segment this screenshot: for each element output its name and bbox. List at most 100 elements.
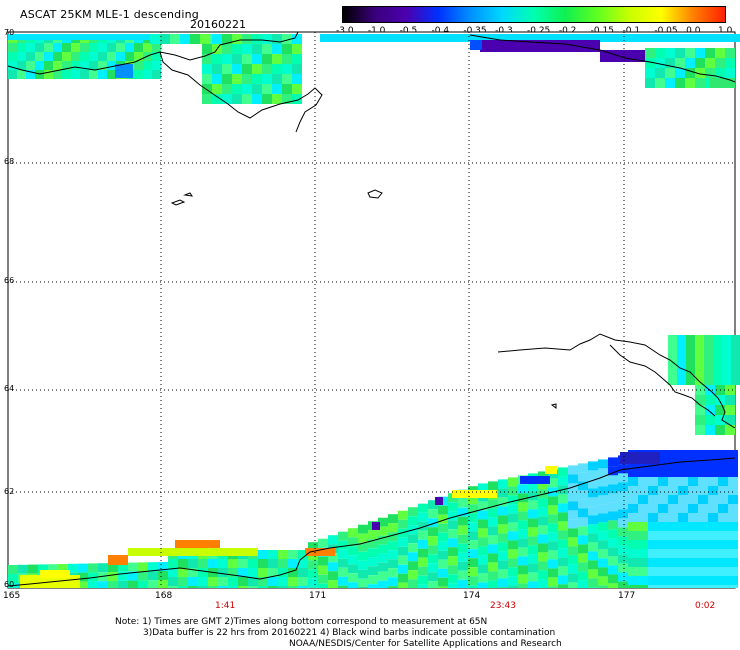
- swath-cell: [248, 577, 258, 586]
- lon-label-174: 174: [463, 591, 481, 601]
- swath-cell: [438, 550, 448, 560]
- swath-cell: [278, 550, 288, 559]
- swath-cell: [298, 568, 308, 577]
- swath-cell: [438, 523, 448, 533]
- swath-cell: [538, 471, 548, 481]
- swath-cell: [348, 537, 358, 547]
- swath-cell: [428, 509, 438, 519]
- swath-cell: [695, 425, 705, 435]
- swath-cell: [668, 567, 678, 576]
- swath-cell: [698, 504, 708, 513]
- swath-cell: [143, 70, 152, 79]
- swath-cell: [288, 559, 298, 568]
- swath-cell: [418, 521, 428, 531]
- swath-cell: [232, 84, 242, 94]
- footer-note-line1: Note: 1) Times are GMT 2)Times along bot…: [115, 617, 488, 627]
- swath-cell: [598, 468, 608, 478]
- swath-cell: [698, 495, 708, 504]
- swath-cell: [222, 74, 232, 84]
- swath-cell: [578, 526, 588, 536]
- swath-cell: [242, 54, 252, 64]
- swath-cell: [398, 519, 408, 529]
- swath-cell: [338, 558, 348, 568]
- swath-cell: [558, 584, 568, 588]
- swath-cell: [685, 48, 695, 58]
- swath-cell: [688, 486, 698, 495]
- swath-cell: [731, 365, 740, 375]
- footer-note-line2: 3)Data buffer is 22 hrs from 20160221 4)…: [143, 628, 556, 638]
- swath-cell: [134, 34, 143, 40]
- swath-cell: [718, 513, 728, 522]
- swath-cell: [152, 61, 161, 70]
- swath-cell: [188, 586, 198, 588]
- swath-cell: [368, 557, 378, 567]
- swath-cell: [518, 583, 528, 588]
- swath-cell: [308, 560, 318, 570]
- swath-cell: [668, 355, 677, 365]
- swath-cell: [538, 480, 548, 490]
- swath-cell: [318, 565, 328, 575]
- swath-cell: [548, 478, 558, 488]
- swath-cell: [222, 64, 232, 74]
- swath-cell: [458, 498, 468, 508]
- swath-cell: [722, 335, 731, 345]
- swath-cell: [628, 504, 638, 513]
- swath-cell: [448, 574, 458, 584]
- swath-cell: [428, 572, 438, 582]
- swath-cell: [678, 450, 688, 459]
- lat-label-70: 70: [4, 28, 15, 37]
- swath-cell: [708, 486, 718, 495]
- swath-cell: [26, 52, 35, 61]
- swath-cell: [268, 577, 278, 586]
- swath-cell: [708, 522, 718, 531]
- swath-cell: [458, 507, 468, 517]
- swath-cell: [348, 528, 358, 538]
- swath-cell: [715, 395, 725, 405]
- swath-cell: [608, 466, 618, 476]
- swath-cell: [168, 568, 178, 577]
- swath-cell: [695, 335, 704, 345]
- swath-cell: [488, 544, 498, 554]
- swath-cell: [722, 355, 731, 365]
- swath-cell: [88, 563, 98, 573]
- swath-cell: [128, 580, 138, 588]
- swath-cell: [618, 473, 628, 483]
- swath-cell: [53, 34, 62, 40]
- swath-cell: [658, 513, 668, 522]
- swath-cell: [328, 553, 338, 563]
- swath-cell: [638, 522, 648, 531]
- swath-cell: [648, 468, 658, 477]
- swath-cell: [107, 43, 116, 52]
- swath-cell: [668, 540, 678, 549]
- swath-cell: [668, 486, 678, 495]
- swath-cell: [678, 540, 688, 549]
- swath-cell: [8, 61, 17, 70]
- swath-cell: [278, 577, 288, 586]
- swath-cell: [728, 567, 738, 576]
- swath-cell: [678, 495, 688, 504]
- swath-cell: [298, 559, 308, 568]
- swath-cell: [498, 587, 508, 588]
- swath-cell: [468, 513, 478, 523]
- swath-cell: [212, 34, 222, 44]
- swath-cell: [708, 495, 718, 504]
- swath-cell: [212, 94, 222, 104]
- swath-cell: [731, 355, 740, 365]
- swath-cell: [344, 34, 356, 42]
- swath-cell: [638, 513, 648, 522]
- time-label-2: 23:43: [490, 601, 516, 611]
- swath-cell: [558, 539, 568, 549]
- swath-cell: [598, 477, 608, 487]
- swath-cell-purple: [540, 40, 552, 52]
- swath-cell: [62, 70, 71, 79]
- swath-cell: [568, 492, 578, 502]
- swath-cell: [44, 43, 53, 52]
- swath-cell: [478, 510, 488, 520]
- swath-cell: [398, 564, 408, 574]
- swath-cell: [704, 34, 716, 42]
- swath-cell: [26, 34, 35, 40]
- swath-cell: [378, 571, 388, 581]
- swath-cell: [705, 48, 715, 58]
- swath-cell: [408, 552, 418, 562]
- swath-cell: [252, 34, 262, 44]
